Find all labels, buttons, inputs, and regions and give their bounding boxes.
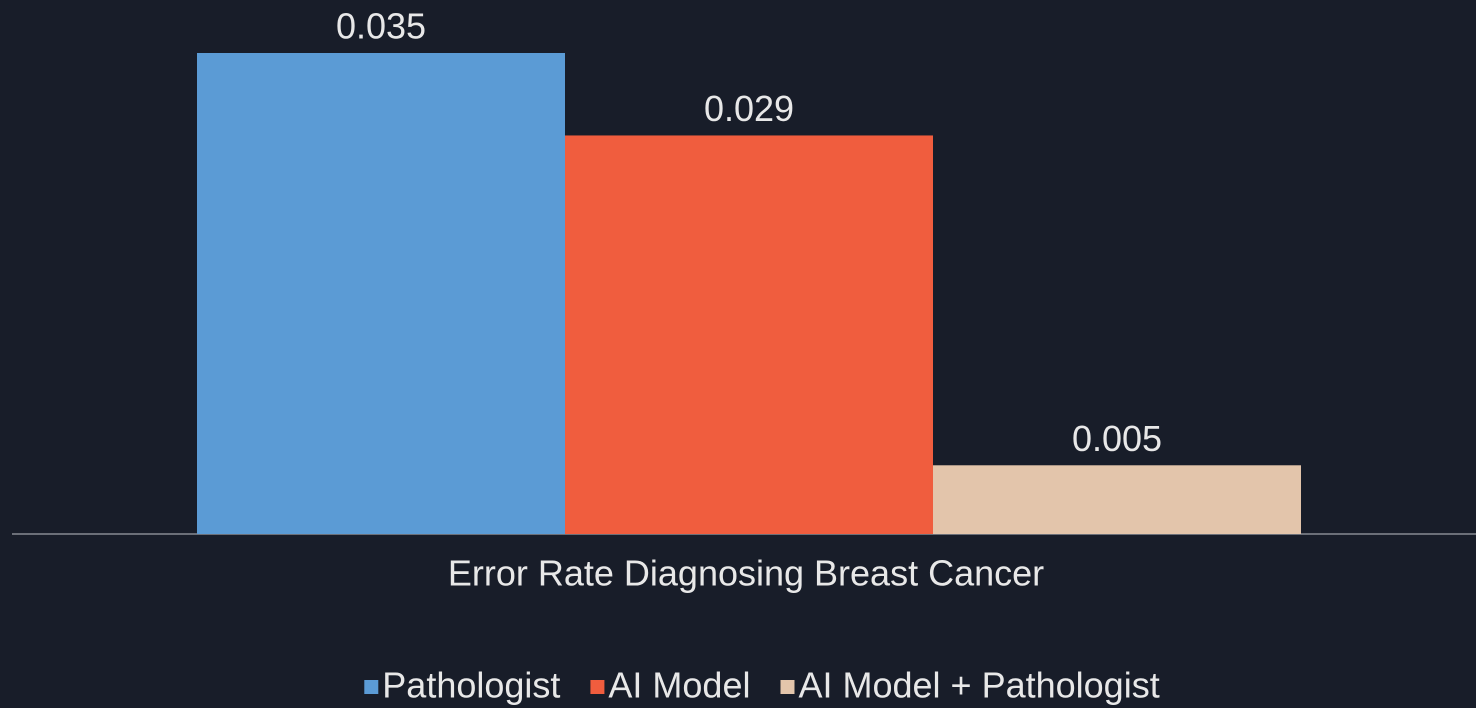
legend-swatch	[780, 680, 795, 694]
bar	[933, 465, 1301, 534]
legend-swatch	[364, 680, 379, 694]
bar	[565, 135, 933, 534]
x-tick-label: Error Rate Diagnosing Breast Cancer	[448, 553, 1044, 594]
legend-label: AI Model + Pathologist	[798, 665, 1159, 706]
bar	[197, 53, 565, 534]
value-label: 0.029	[704, 88, 794, 129]
legend-label: AI Model	[608, 665, 750, 706]
value-label: 0.035	[336, 6, 426, 47]
legend-label: Pathologist	[382, 665, 560, 706]
legend-swatch	[590, 680, 605, 694]
value-label: 0.005	[1072, 418, 1162, 459]
